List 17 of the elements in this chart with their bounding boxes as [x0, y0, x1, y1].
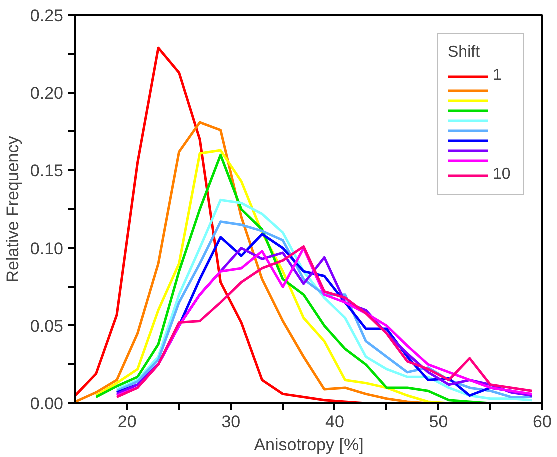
legend-label: 10 [493, 166, 512, 184]
y-tick-label: 0.05 [30, 316, 64, 336]
y-tick-label: 0.00 [30, 394, 64, 414]
y-tick-label: 0.25 [30, 6, 64, 26]
y-tick-label: 0.20 [30, 84, 64, 104]
x-tick-label: 40 [325, 412, 344, 432]
legend-label: 1 [493, 67, 503, 85]
x-axis-title: Anisotropy [%] [254, 436, 364, 454]
legend-title: Shift [448, 44, 482, 62]
line-series [76, 46, 368, 404]
x-tick-label: 60 [533, 412, 552, 432]
y-tick-label: 0.10 [30, 239, 64, 258]
y-axis-title: Relative Frequency [3, 136, 22, 283]
x-tick-label: 50 [429, 412, 448, 432]
y-tick-label: 0.15 [30, 162, 64, 181]
x-tick-label: 20 [118, 412, 137, 432]
x-tick-label: 30 [222, 412, 241, 432]
